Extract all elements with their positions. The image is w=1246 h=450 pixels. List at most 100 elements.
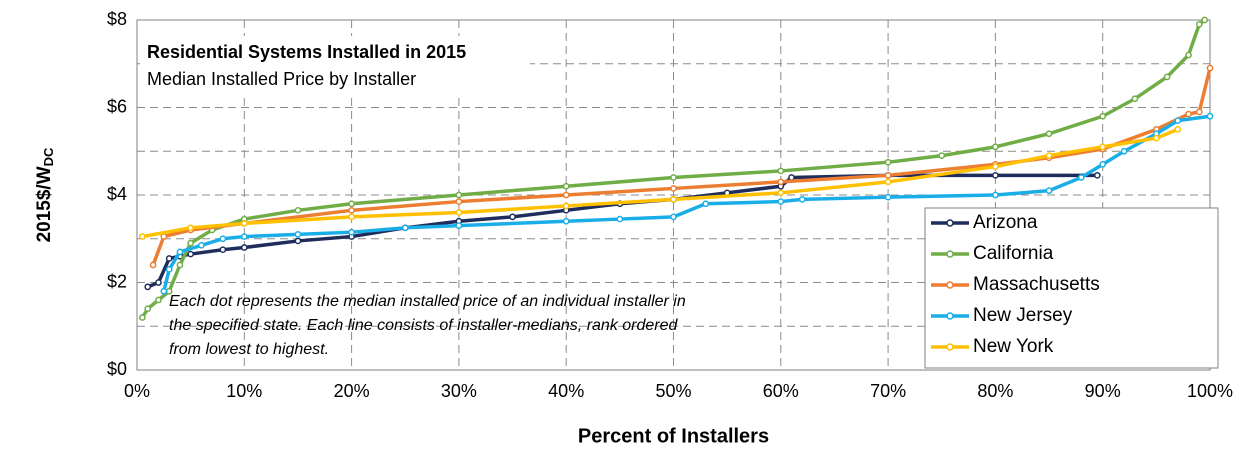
data-point: [1206, 112, 1214, 120]
data-point: [1045, 187, 1053, 194]
data-point: [1153, 134, 1160, 142]
annotation: the specified state. Each line consists …: [169, 317, 679, 334]
data-point: [455, 222, 463, 229]
data-point: [884, 178, 892, 186]
data-point: [938, 152, 946, 159]
data-point: [219, 246, 227, 254]
x-tick-label: 50%: [655, 381, 691, 401]
legend-swatch-dot: [946, 219, 954, 227]
x-tick-label: 80%: [977, 381, 1013, 401]
data-point: [155, 279, 162, 286]
data-point: [294, 231, 302, 238]
y-tick-label: $8: [107, 9, 127, 29]
y-tick-label: $0: [107, 359, 127, 379]
data-point: [992, 163, 999, 170]
data-point: [702, 200, 710, 208]
data-point: [788, 174, 795, 181]
data-point: [509, 213, 516, 221]
data-point: [1045, 130, 1053, 138]
data-point: [670, 185, 677, 192]
x-axis-label: Percent of Installers: [578, 425, 769, 447]
legend-swatch-dot: [946, 312, 954, 320]
legend-label: Arizona: [973, 212, 1038, 233]
data-point: [155, 296, 162, 304]
data-point: [1195, 21, 1203, 28]
data-point: [401, 224, 409, 232]
data-point: [348, 206, 355, 214]
data-point: [992, 191, 999, 199]
data-point: [1174, 126, 1182, 133]
x-tick-label: 20%: [334, 381, 370, 401]
data-point: [777, 178, 785, 186]
data-point: [884, 158, 892, 166]
x-tick-label: 10%: [226, 381, 262, 401]
data-point: [294, 237, 302, 245]
title-box: [140, 36, 530, 96]
data-point: [1185, 51, 1192, 59]
chart-title: Residential Systems Installed in 2015: [147, 42, 466, 62]
data-point: [198, 241, 205, 249]
data-point: [670, 213, 677, 221]
y-axis-label-sub: DC: [41, 147, 56, 166]
data-point: [777, 189, 785, 197]
data-point: [348, 228, 355, 236]
plot-frame: [136, 19, 1211, 371]
data-point: [562, 182, 570, 190]
x-tick-label: 60%: [763, 381, 799, 401]
data-point: [1093, 171, 1101, 179]
chart-subtitle: Median Installed Price by Installer: [147, 69, 416, 89]
data-point: [219, 235, 227, 243]
legend-label: New York: [973, 336, 1054, 357]
data-point: [884, 171, 892, 179]
data-point: [562, 191, 570, 199]
legend-label: California: [973, 243, 1054, 264]
y-axis-label: 2015$/WDC: [34, 147, 56, 242]
data-point: [139, 233, 146, 240]
series-line: [140, 18, 1206, 319]
data-point: [777, 198, 785, 205]
legend-label: Massachusetts: [973, 274, 1100, 295]
y-tick-label: $6: [107, 96, 127, 116]
y-axis-label-main: 2015$/W: [34, 166, 55, 242]
data-point: [348, 200, 355, 208]
data-point: [1174, 117, 1182, 124]
data-point: [616, 215, 624, 223]
data-point: [1099, 161, 1107, 168]
legend-swatch-dot: [946, 343, 954, 351]
data-point: [1163, 73, 1171, 81]
data-point: [348, 213, 355, 221]
data-point: [160, 287, 168, 295]
data-point: [1201, 16, 1208, 24]
data-point: [1099, 143, 1107, 151]
y-tick-label: $4: [107, 184, 127, 204]
data-point: [562, 217, 570, 225]
data-point: [670, 174, 677, 181]
x-tick-label: 0%: [124, 381, 150, 401]
data-point: [992, 171, 999, 179]
data-point: [455, 191, 463, 199]
data-point: [777, 167, 785, 175]
annotation: Each dot represents the median installed…: [169, 293, 686, 310]
x-tick-label: 70%: [870, 381, 906, 401]
data-point: [884, 193, 892, 201]
data-point: [165, 287, 173, 295]
data-point: [240, 233, 248, 240]
data-point: [176, 248, 184, 256]
data-point: [1120, 147, 1128, 155]
legend-swatch-dot: [946, 250, 954, 258]
data-point: [670, 196, 677, 203]
x-tick-label: 40%: [548, 381, 584, 401]
data-point: [1195, 108, 1203, 116]
data-point: [139, 314, 146, 321]
data-point: [149, 261, 157, 269]
data-point: [1077, 174, 1085, 181]
legend-box: [924, 207, 1219, 369]
data-point: [176, 261, 184, 269]
data-point: [992, 143, 999, 151]
x-tick-label: 100%: [1187, 381, 1233, 401]
y-tick-label: $2: [107, 271, 127, 291]
data-point: [798, 196, 806, 203]
data-point: [165, 266, 173, 273]
data-point: [1045, 152, 1053, 159]
